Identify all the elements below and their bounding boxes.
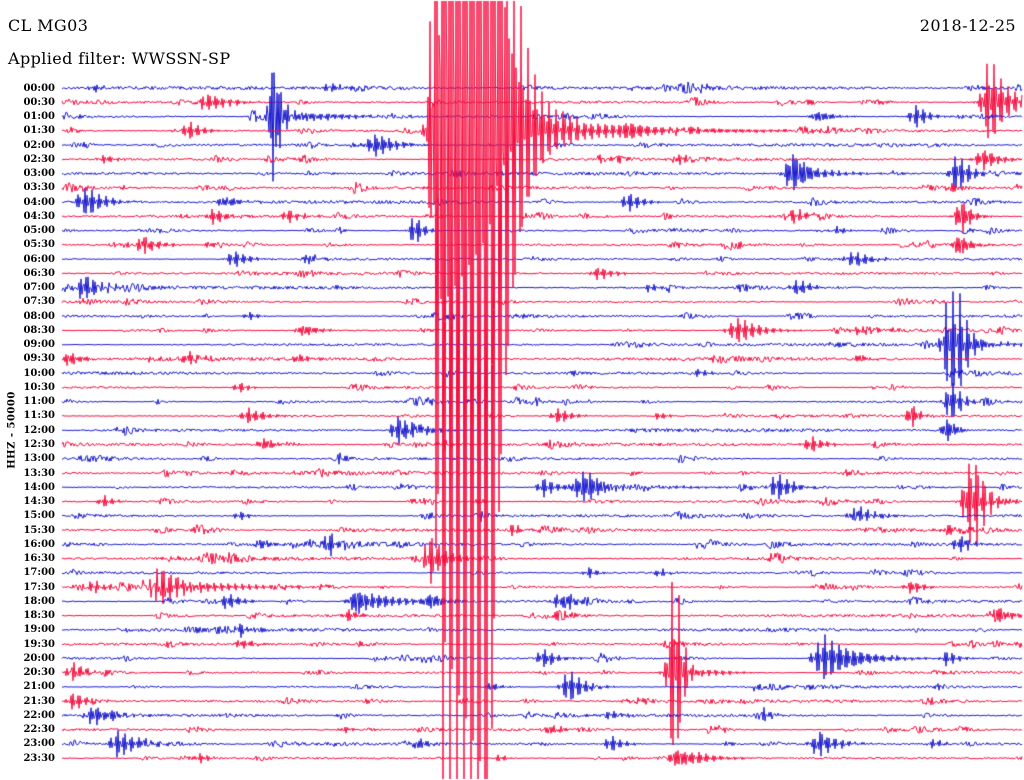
time-label: 23:00 [23, 738, 55, 750]
time-label: 13:00 [23, 453, 55, 465]
record-date: 2018-12-25 [919, 16, 1016, 35]
time-label: 04:30 [23, 210, 55, 222]
time-label: 09:00 [23, 339, 55, 351]
time-label: 05:00 [23, 225, 55, 237]
time-label: 20:00 [23, 652, 55, 664]
time-label: 02:00 [23, 139, 55, 151]
time-label: 02:30 [23, 153, 55, 165]
time-label: 17:30 [23, 581, 55, 593]
time-label: 14:00 [23, 481, 55, 493]
time-label: 10:30 [23, 381, 55, 393]
time-label: 00:00 [23, 82, 55, 94]
time-label: 06:30 [23, 267, 55, 279]
time-label: 04:00 [23, 196, 55, 208]
time-label: 01:00 [23, 111, 55, 123]
filter-label: Applied filter: WWSSN-SP [8, 49, 231, 68]
time-label: 19:30 [23, 638, 55, 650]
time-label: 08:30 [23, 324, 55, 336]
time-label: 08:00 [23, 310, 55, 322]
time-label: 14:30 [23, 496, 55, 508]
time-label: 22:00 [23, 709, 55, 721]
time-label: 15:30 [23, 524, 55, 536]
time-label: 13:30 [23, 467, 55, 479]
time-label: 16:30 [23, 553, 55, 565]
time-label: 22:30 [23, 724, 55, 736]
time-label: 15:00 [23, 510, 55, 522]
time-label: 07:30 [23, 296, 55, 308]
time-label: 07:00 [23, 282, 55, 294]
time-label: 03:30 [23, 182, 55, 194]
time-label: 05:30 [23, 239, 55, 251]
time-label: 11:00 [23, 396, 55, 408]
time-axis: 00:00 00:30 01:00 01:30 02:00 02:30 03:00 03:30… [0, 0, 58, 780]
time-label: 06:00 [23, 253, 55, 265]
time-label: 19:00 [23, 624, 55, 636]
time-label: 18:30 [23, 610, 55, 622]
time-label: 21:30 [23, 695, 55, 707]
time-label: 20:30 [23, 667, 55, 679]
time-label: 23:30 [23, 752, 55, 764]
time-label: 17:00 [23, 567, 55, 579]
time-label: 09:30 [23, 353, 55, 365]
time-label: 16:00 [23, 538, 55, 550]
time-label: 00:30 [23, 96, 55, 108]
time-label: 12:00 [23, 424, 55, 436]
time-label: 12:30 [23, 439, 55, 450]
time-label: 03:00 [23, 168, 55, 180]
time-label: 18:00 [23, 595, 55, 607]
time-label: 10:00 [23, 367, 55, 379]
time-label: 01:30 [23, 125, 55, 137]
station-code: CL MG03 [8, 16, 89, 35]
time-label: 21:00 [23, 681, 55, 693]
time-label: 11:30 [23, 410, 55, 422]
